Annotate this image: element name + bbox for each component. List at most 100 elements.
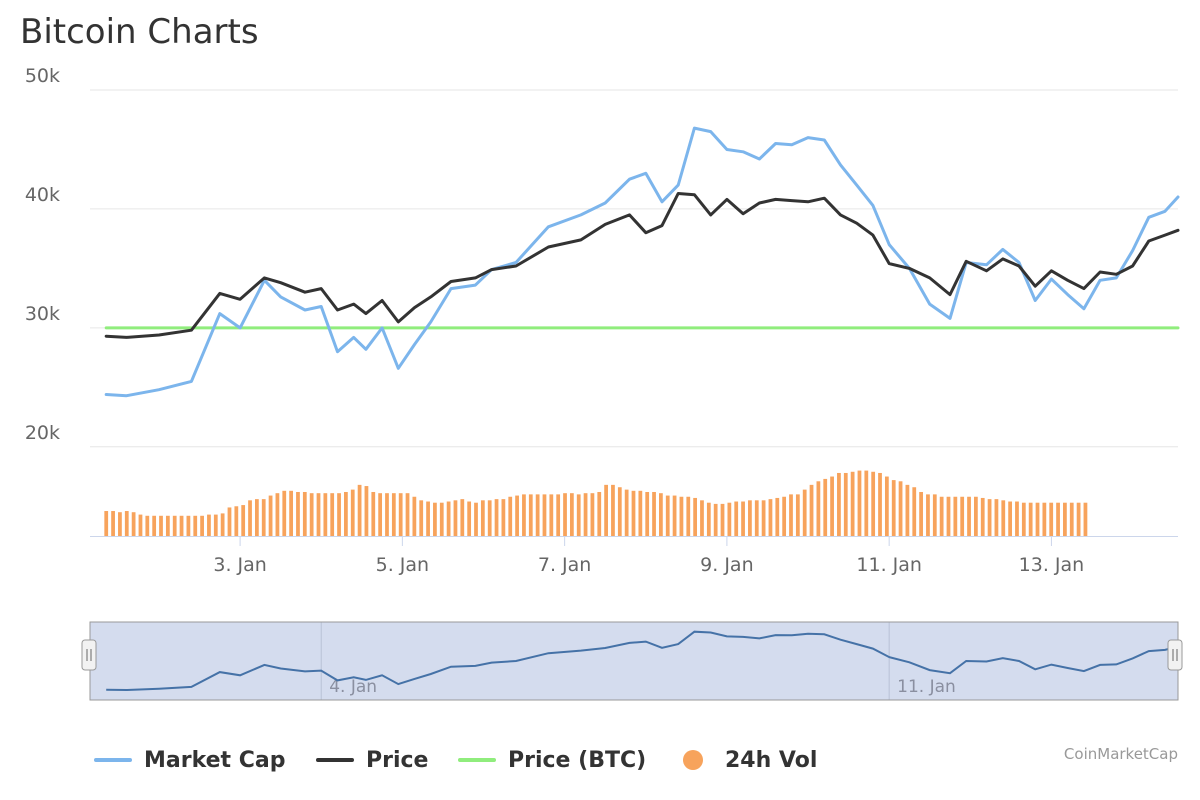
volume-bar[interactable] — [1021, 502, 1026, 536]
volume-bar[interactable] — [672, 495, 677, 536]
volume-bar[interactable] — [357, 484, 362, 536]
volume-bar[interactable] — [563, 493, 567, 536]
volume-bar[interactable] — [611, 484, 615, 536]
volume-bar[interactable] — [282, 490, 287, 536]
legend-item-price-btc[interactable]: Price (BTC) — [458, 742, 646, 778]
volume-bar[interactable] — [1035, 502, 1040, 536]
volume-bar[interactable] — [720, 503, 725, 536]
volume-bar[interactable] — [830, 476, 834, 536]
volume-bar[interactable] — [207, 514, 211, 536]
volume-bar[interactable] — [837, 472, 841, 536]
volume-bar[interactable] — [254, 499, 259, 536]
volume-bar[interactable] — [241, 505, 246, 536]
volume-bar[interactable] — [405, 493, 410, 536]
volume-bar[interactable] — [659, 493, 663, 536]
volume-bar[interactable] — [802, 489, 807, 536]
handle-body[interactable] — [81, 639, 97, 671]
volume-bar[interactable] — [857, 470, 862, 536]
volume-bar[interactable] — [289, 490, 293, 536]
volume-bar[interactable] — [487, 500, 492, 536]
volume-bar[interactable] — [515, 495, 519, 536]
volume-bar[interactable] — [453, 500, 458, 536]
volume-bar[interactable] — [734, 501, 739, 536]
legend-item-market-cap[interactable]: Market Cap — [94, 742, 285, 778]
volume-bar[interactable] — [713, 503, 718, 536]
volume-bar[interactable] — [275, 493, 280, 536]
legend-item-24h-vol[interactable]: 24h Vol — [677, 742, 817, 778]
volume-bar[interactable] — [1042, 502, 1047, 536]
handle-body[interactable] — [1167, 639, 1183, 671]
volume-bar[interactable] — [994, 499, 999, 536]
volume-bar[interactable] — [967, 496, 971, 536]
volume-bar[interactable] — [522, 494, 526, 536]
volume-bar[interactable] — [809, 484, 814, 536]
volume-bar[interactable] — [1049, 502, 1054, 536]
volume-bar[interactable] — [631, 490, 636, 536]
volume-bar[interactable] — [850, 471, 855, 536]
volume-bar[interactable] — [220, 513, 225, 536]
volume-bar[interactable] — [905, 484, 910, 536]
volume-bar[interactable] — [727, 502, 732, 536]
volume-bar[interactable] — [200, 515, 204, 536]
volume-bar[interactable] — [467, 501, 472, 536]
volume-bar[interactable] — [782, 496, 787, 536]
volume-bar[interactable] — [775, 497, 780, 536]
volume-bar[interactable] — [302, 491, 307, 536]
volume-bar[interactable] — [549, 494, 554, 536]
volume-bar[interactable] — [124, 511, 129, 536]
volume-bar[interactable] — [679, 496, 684, 536]
volume-bar[interactable] — [1069, 502, 1074, 536]
volume-bar[interactable] — [296, 491, 300, 536]
volume-bar[interactable] — [953, 496, 958, 536]
volume-bar[interactable] — [542, 494, 547, 536]
volume-bar[interactable] — [686, 496, 691, 536]
navigator[interactable]: 4. Jan 11. Jan — [81, 621, 1183, 701]
volume-bar[interactable] — [131, 512, 136, 536]
volume-bar[interactable] — [433, 502, 437, 536]
volume-bar[interactable] — [172, 515, 177, 536]
volume-bar[interactable] — [843, 472, 848, 536]
volume-bar[interactable] — [186, 515, 191, 536]
volume-bar[interactable] — [193, 515, 198, 536]
volume-bar[interactable] — [878, 472, 882, 536]
volume-bar[interactable] — [926, 494, 930, 536]
volume-bar[interactable] — [528, 494, 533, 536]
volume-bar[interactable] — [344, 491, 348, 536]
volume-bar[interactable] — [823, 478, 828, 536]
volume-bar[interactable] — [741, 501, 745, 536]
legend-item-price[interactable]: Price — [316, 742, 428, 778]
volume-bar[interactable] — [693, 497, 698, 536]
volume-series[interactable] — [104, 470, 1088, 536]
volume-bar[interactable] — [138, 514, 143, 536]
volume-bar[interactable] — [419, 500, 424, 536]
volume-bar[interactable] — [179, 515, 184, 536]
volume-bar[interactable] — [535, 494, 540, 536]
volume-bar[interactable] — [474, 502, 478, 536]
volume-bar[interactable] — [754, 500, 759, 536]
volume-bar[interactable] — [501, 499, 506, 536]
volume-bar[interactable] — [980, 497, 985, 536]
volume-bar[interactable] — [932, 494, 937, 536]
volume-bar[interactable] — [446, 501, 451, 536]
volume-bar[interactable] — [213, 514, 218, 536]
volume-bar[interactable] — [768, 499, 773, 536]
volume-bar[interactable] — [583, 493, 588, 536]
volume-bar[interactable] — [789, 494, 793, 536]
volume-bar[interactable] — [508, 496, 513, 536]
volume-bar[interactable] — [1008, 501, 1013, 536]
volume-bar[interactable] — [1028, 502, 1033, 536]
volume-bar[interactable] — [1063, 502, 1067, 536]
volume-bar[interactable] — [871, 471, 876, 536]
series-line-price[interactable] — [104, 192, 1180, 339]
volume-bar[interactable] — [645, 491, 650, 536]
volume-bar[interactable] — [248, 500, 252, 536]
volume-bar[interactable] — [652, 491, 656, 536]
volume-bar[interactable] — [1001, 500, 1006, 536]
volume-bar[interactable] — [261, 499, 266, 536]
navigator-left-handle[interactable] — [81, 639, 97, 671]
volume-bar[interactable] — [597, 491, 602, 536]
volume-bar[interactable] — [364, 486, 369, 536]
volume-bar[interactable] — [1015, 501, 1019, 536]
volume-bar[interactable] — [912, 487, 917, 536]
volume-bar[interactable] — [165, 515, 170, 536]
